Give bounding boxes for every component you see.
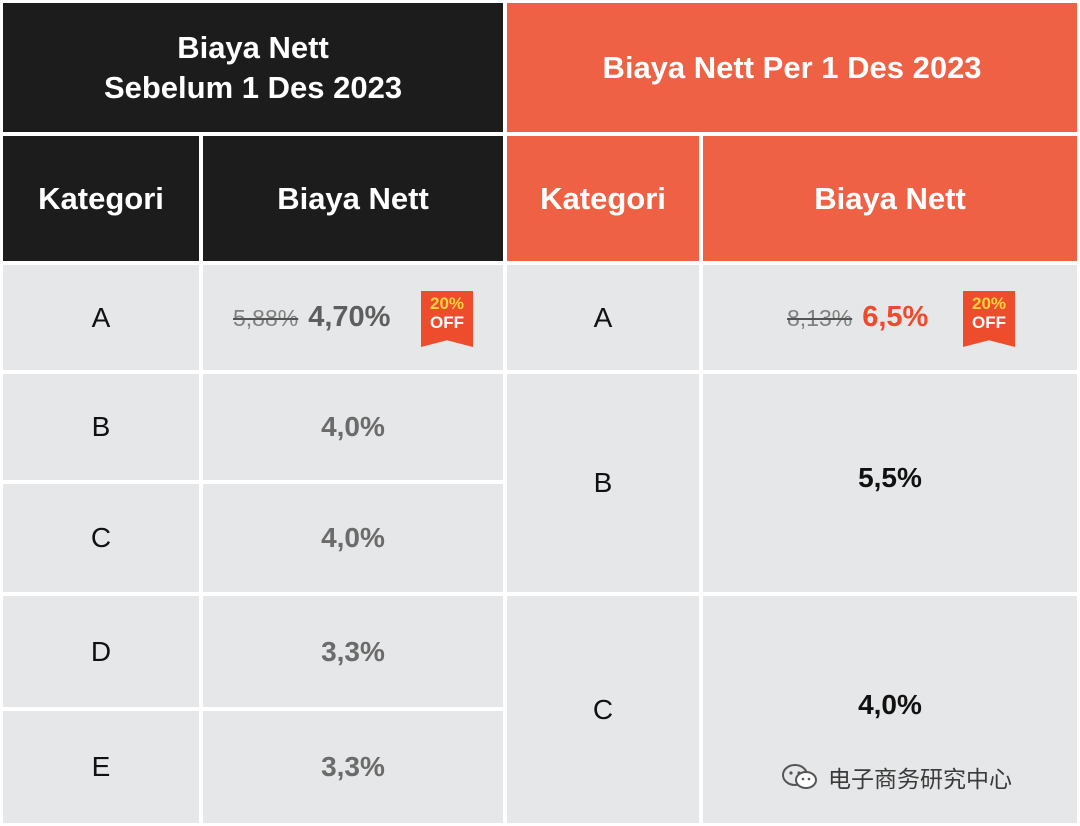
right-row-a-old-value: 8,13% <box>787 305 853 331</box>
badge-percent: 20% <box>429 294 465 313</box>
badge-off: OFF <box>972 313 1006 332</box>
watermark: 电子商务研究中心 <box>780 760 1012 794</box>
right-row-a-values: 8,13% 6,5% <box>787 301 928 334</box>
right-row-a-value-cell: 8,13% 6,5% 20% OFF <box>703 265 1077 370</box>
left-table-title: Biaya Nett Sebelum 1 Des 2023 <box>3 3 503 132</box>
discount-badge: 20% OFF <box>963 291 1015 347</box>
right-row-a-new-value: 6,5% <box>862 301 929 333</box>
right-header-biaya-nett: Biaya Nett <box>703 136 1077 261</box>
right-row-a-kategori: A <box>507 265 699 370</box>
badge-off: OFF <box>430 313 464 332</box>
left-title-line2: Sebelum 1 Des 2023 <box>103 69 403 105</box>
right-header-kategori: Kategori <box>507 136 699 261</box>
left-row-b-kategori: B <box>3 374 199 480</box>
left-row-c-kategori: C <box>3 484 199 592</box>
left-row-e-kategori: E <box>3 711 199 823</box>
watermark-text: 电子商务研究中心 <box>828 766 1012 792</box>
right-row-c-kategori: C <box>507 596 699 823</box>
left-row-a-values: 5,88% 4,70% <box>233 301 390 334</box>
left-header-biaya-nett: Biaya Nett <box>203 136 503 261</box>
left-row-d-value: 3,3% <box>203 596 503 707</box>
right-row-c-value: 4,0% <box>703 596 1077 823</box>
left-row-c-value: 4,0% <box>203 484 503 592</box>
wechat-icon <box>782 764 817 789</box>
badge-percent: 20% <box>971 294 1007 313</box>
left-row-d-kategori: D <box>3 596 199 707</box>
right-table-title: Biaya Nett Per 1 Des 2023 <box>507 3 1077 132</box>
left-row-a-kategori: A <box>3 265 199 370</box>
left-row-b-value: 4,0% <box>203 374 503 480</box>
left-row-a-new-value: 4,70% <box>308 301 391 333</box>
discount-badge: 20% OFF <box>421 291 473 347</box>
right-row-b-kategori: B <box>507 374 699 592</box>
right-row-b-value: 5,5% <box>703 374 1077 592</box>
left-row-a-value-cell: 5,88% 4,70% 20% OFF <box>203 265 503 370</box>
left-row-a-old-value: 5,88% <box>233 305 299 331</box>
left-header-kategori: Kategori <box>3 136 199 261</box>
left-row-e-value: 3,3% <box>203 711 503 823</box>
left-title-line1: Biaya Nett <box>177 29 329 65</box>
